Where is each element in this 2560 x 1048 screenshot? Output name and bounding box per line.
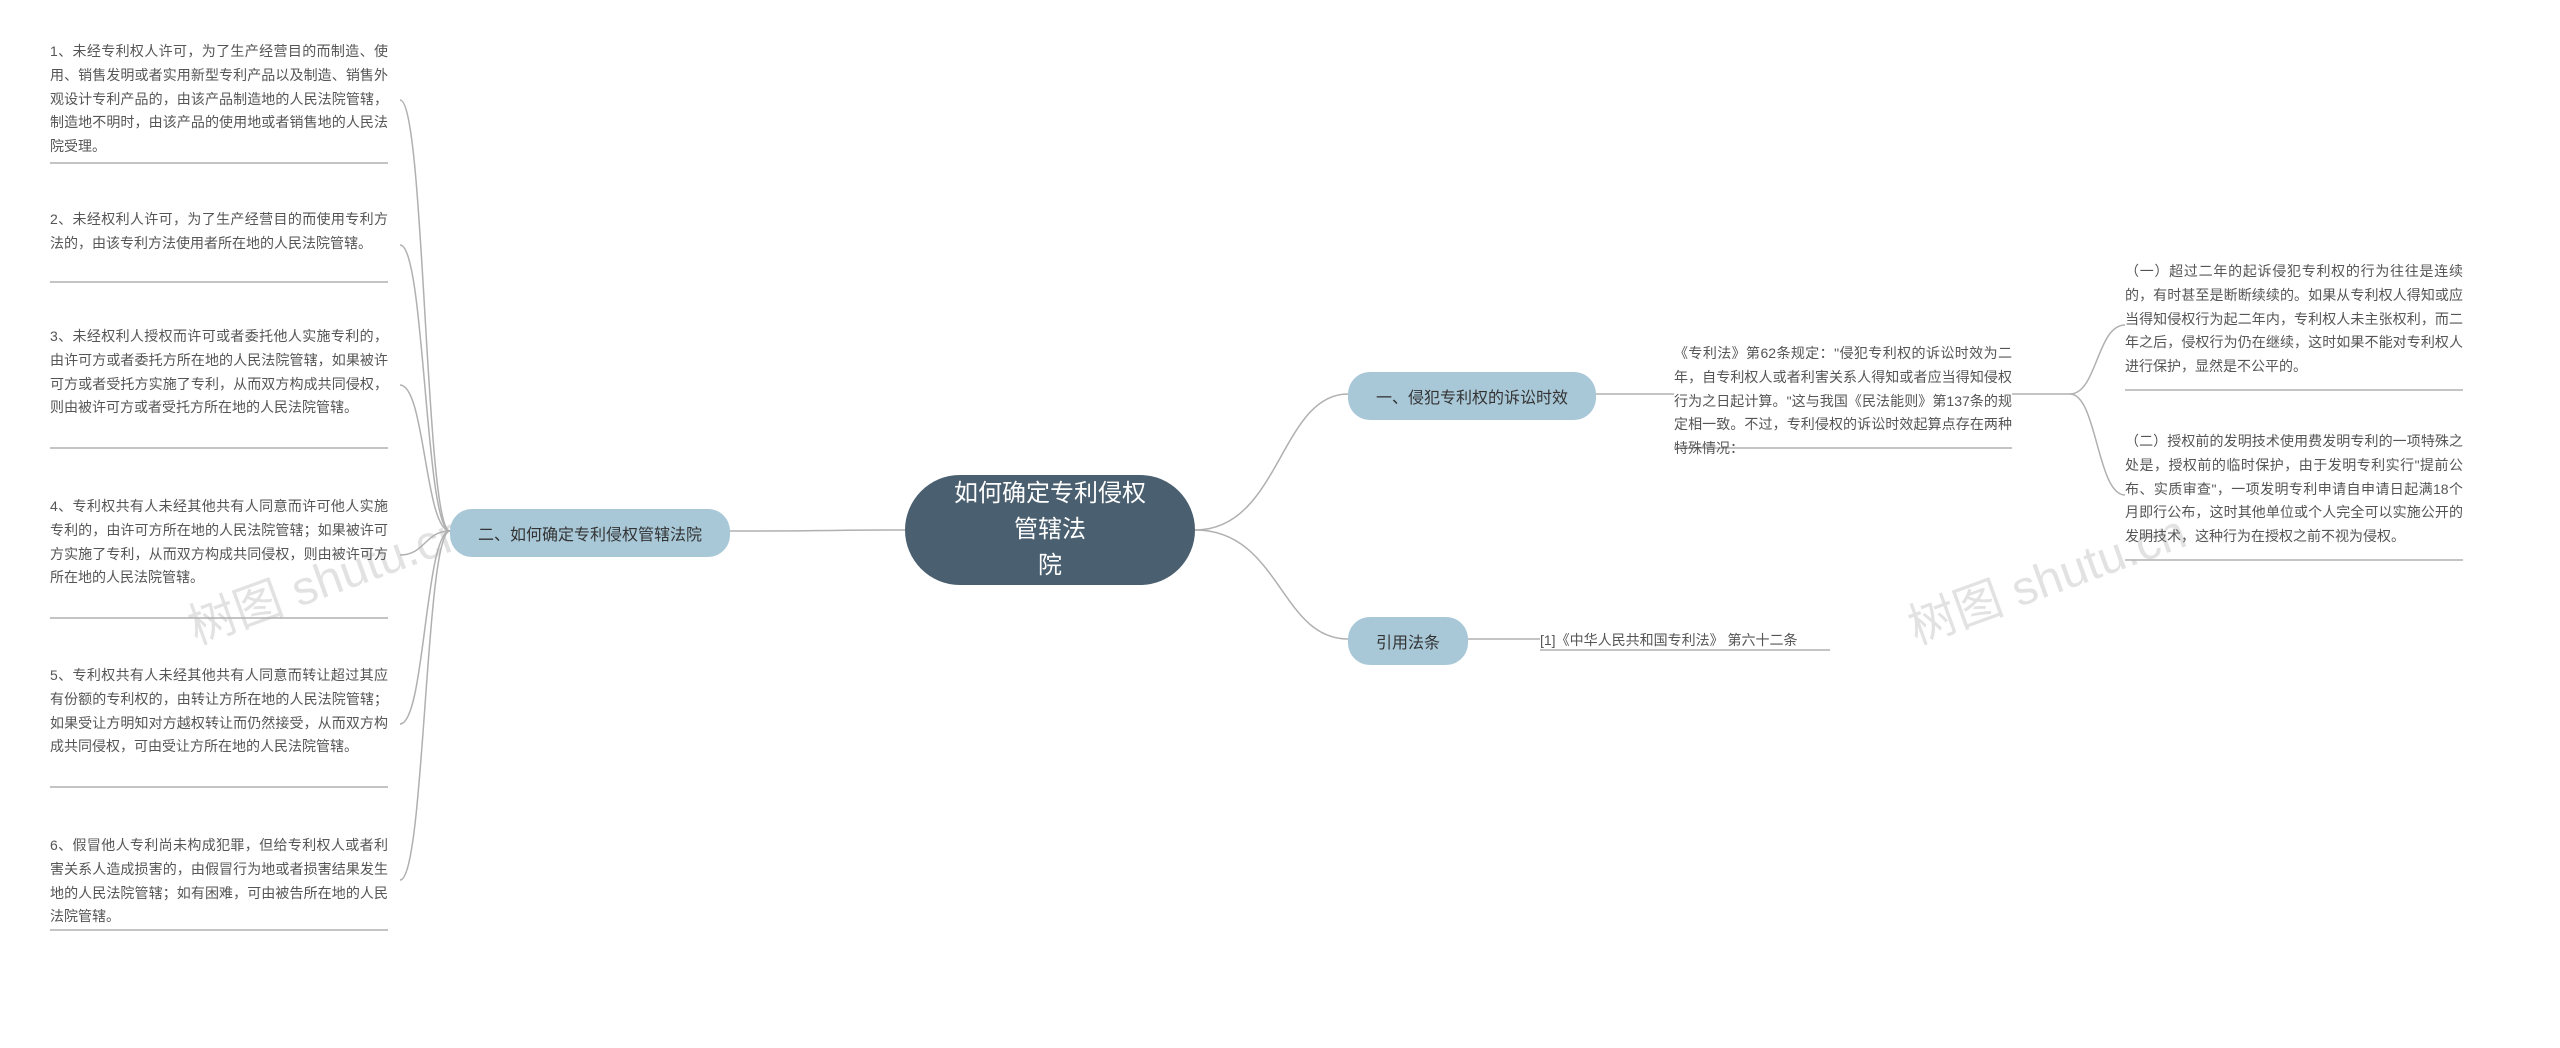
text-case-one: （一）超过二年的起诉侵犯专利权的行为往往是连续的，有时甚至是断断续续的。如果从专… (2125, 260, 2463, 379)
branch-litigation-limitation[interactable]: 一、侵犯专利权的诉讼时效 (1348, 372, 1596, 420)
text-clause-5: 5、专利权共有人未经其他共有人同意而转让超过其应有份额的专利权的，由转让方所在地… (50, 664, 388, 759)
branch-label: 二、如何确定专利侵权管辖法院 (478, 521, 702, 545)
text-clause-6: 6、假冒他人专利尚未构成犯罪，但给专利权人或者利害关系人造成损害的，由假冒行为地… (50, 834, 388, 929)
text-clause-1: 1、未经专利权人许可，为了生产经营目的而制造、使用、销售发明或者实用新型专利产品… (50, 40, 388, 159)
root-node[interactable]: 如何确定专利侵权管辖法 院 (905, 475, 1195, 585)
text-patent-law-62: 《专利法》第62条规定："侵犯专利权的诉讼时效为二年，自专利权人或者利害关系人得… (1674, 342, 2012, 461)
branch-label: 引用法条 (1376, 629, 1440, 653)
text-clause-4: 4、专利权共有人未经其他共有人同意而许可他人实施专利的，由许可方所在地的人民法院… (50, 495, 388, 590)
branch-jurisdiction-court[interactable]: 二、如何确定专利侵权管辖法院 (450, 509, 730, 557)
text-clause-2: 2、未经权利人许可，为了生产经营目的而使用专利方法的，由该专利方法使用者所在地的… (50, 208, 388, 256)
root-label: 如何确定专利侵权管辖法 院 (945, 476, 1155, 584)
text-case-two: （二）授权前的发明技术使用费发明专利的一项特殊之处是，授权前的临时保护，由于发明… (2125, 430, 2463, 549)
branch-label: 一、侵犯专利权的诉讼时效 (1376, 384, 1568, 408)
branch-cited-law[interactable]: 引用法条 (1348, 617, 1468, 665)
text-clause-3: 3、未经权利人授权而许可或者委托他人实施专利的，由许可方或者委托方所在地的人民法… (50, 325, 388, 420)
text-citation: [1]《中华人民共和国专利法》 第六十二条 (1540, 629, 1860, 653)
